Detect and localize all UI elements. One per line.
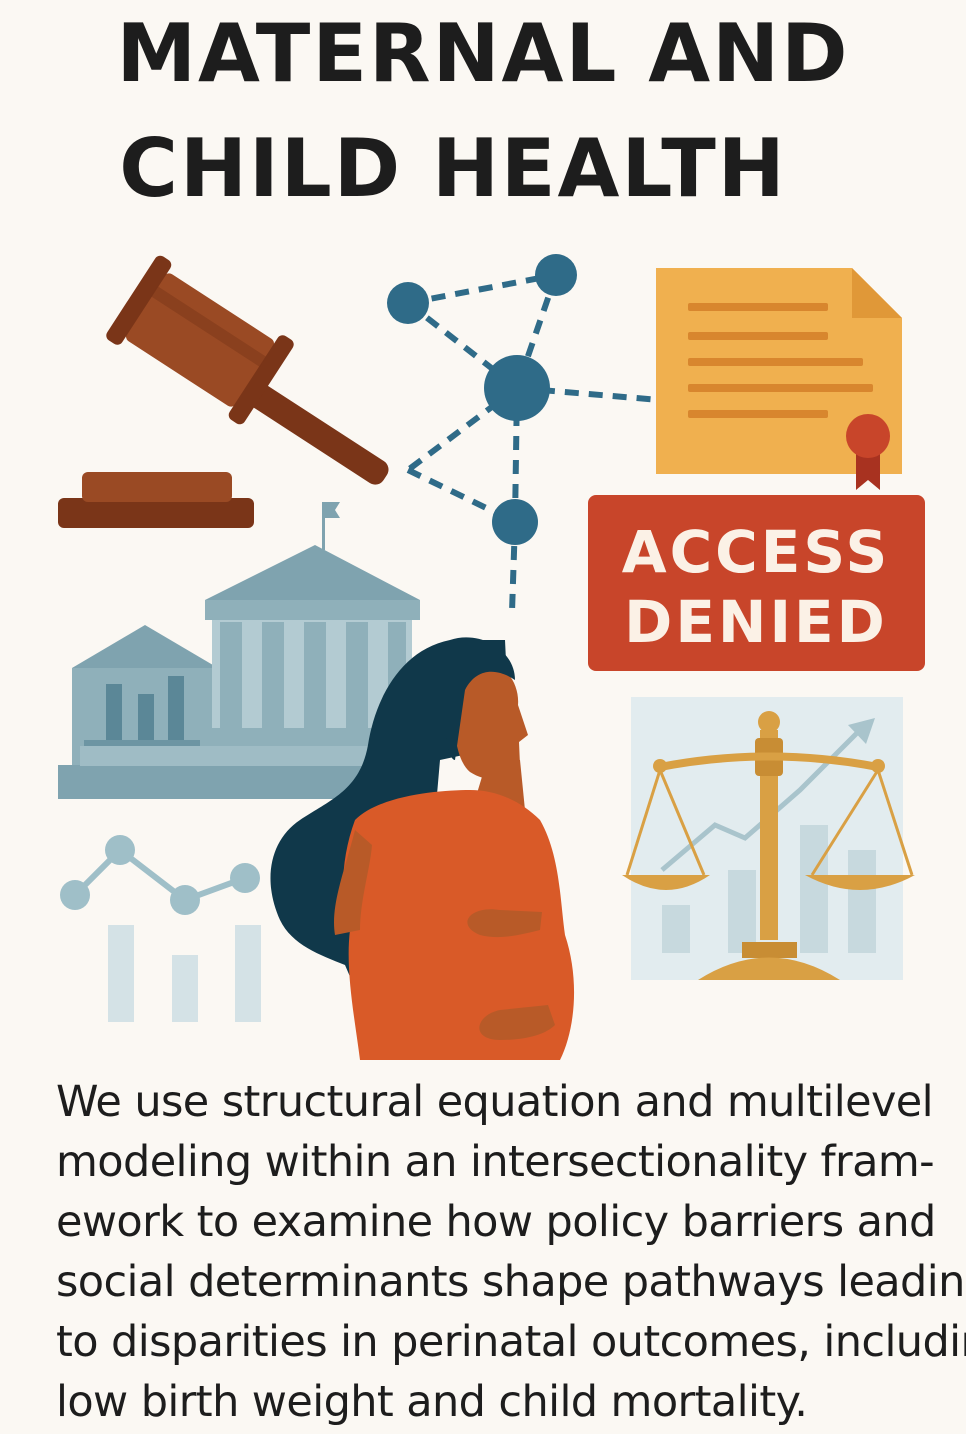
description-line: low birth weight and child mortality.: [56, 1377, 808, 1427]
description-line: modeling within an intersectionality fra…: [56, 1137, 935, 1187]
line-chart-icon: [60, 835, 261, 1022]
description-line: ework to examine how policy barriers and: [56, 1197, 936, 1247]
title-line-2: CHILD HEALTH: [119, 122, 787, 215]
certificate-icon: [656, 268, 902, 490]
description-line: We use structural equation and multileve…: [56, 1077, 934, 1127]
description-paragraph: We use structural equation and multileve…: [56, 1072, 966, 1432]
gavel-icon: [58, 255, 389, 528]
description-line: social determinants shape pathways leadi…: [56, 1257, 966, 1307]
badge-line-1: ACCESS: [622, 518, 891, 586]
network-icon: [387, 254, 661, 613]
access-denied-badge: ACCESS DENIED: [588, 495, 925, 671]
justice-scale-icon: [622, 697, 915, 980]
title-line-1: MATERNAL AND: [116, 7, 850, 100]
description-line: to disparities in perinatal outcomes, in…: [56, 1317, 966, 1367]
illustration: ACCESS DENIED: [58, 254, 925, 1060]
badge-line-2: DENIED: [624, 588, 888, 656]
pregnant-woman-illustration: [270, 637, 575, 1060]
